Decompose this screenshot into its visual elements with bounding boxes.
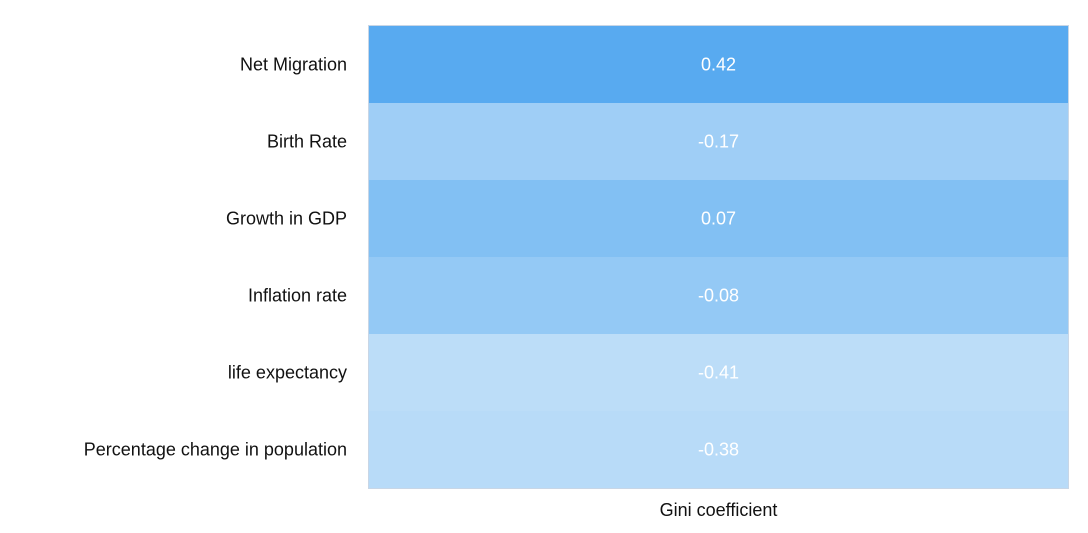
row-label: life expectancy bbox=[228, 363, 347, 383]
row-label: Percentage change in population bbox=[84, 440, 347, 460]
column-label: Gini coefficient bbox=[660, 500, 778, 520]
row-label: Growth in GDP bbox=[226, 209, 347, 229]
cell-value-label: 0.07 bbox=[701, 209, 736, 229]
heatmap-cell bbox=[369, 411, 1068, 488]
heatmap-cell bbox=[369, 334, 1068, 411]
heatmap-cell bbox=[369, 26, 1068, 103]
cell-value-label: -0.08 bbox=[698, 286, 739, 306]
row-label: Net Migration bbox=[240, 55, 347, 75]
heatmap-cells: 0.42 -0.17 0.07 -0.08 -0.41 -0.38 bbox=[369, 26, 1068, 488]
cell-value-label: -0.38 bbox=[698, 440, 739, 460]
row-labels: Net Migration Birth Rate Growth in GDP Infl… bbox=[84, 55, 347, 460]
heatmap-cell bbox=[369, 103, 1068, 180]
cell-value-label: 0.42 bbox=[701, 55, 736, 75]
row-label: Inflation rate bbox=[248, 286, 347, 306]
plot-frame bbox=[368, 25, 1069, 489]
cell-value-label: -0.41 bbox=[698, 363, 739, 383]
cell-value-label: -0.17 bbox=[698, 132, 739, 152]
column-labels: Gini coefficient bbox=[660, 500, 778, 520]
heatmap-cell bbox=[369, 180, 1068, 257]
row-label: Birth Rate bbox=[267, 132, 347, 152]
heatmap-cell bbox=[369, 257, 1068, 334]
